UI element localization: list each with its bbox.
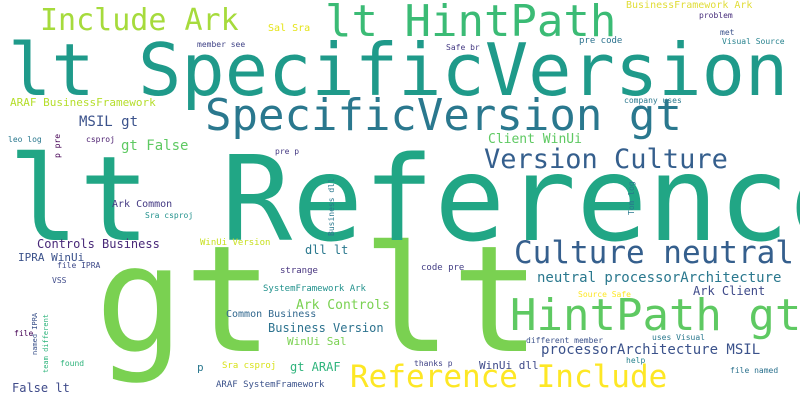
word: Visual Source (722, 37, 785, 46)
word: HintPath gt (510, 290, 800, 341)
word: lt Reference (8, 130, 800, 268)
word: Source Safe (578, 290, 631, 299)
word: BusinessFramework Ark (626, 0, 753, 11)
word: Client WinUi (488, 132, 582, 147)
word: code pre (421, 263, 465, 273)
word: IPRA WinUi (18, 251, 85, 264)
word: VSS (52, 276, 67, 285)
word: team different (42, 313, 50, 373)
word: company uses (624, 96, 682, 105)
word: SpecificVersion gt (205, 90, 682, 141)
word: gt ARAF (290, 360, 341, 374)
word: dll lt (305, 243, 349, 257)
word: Tom log (627, 181, 636, 215)
word: Reference Include (350, 359, 668, 395)
word: Ark Client (693, 284, 766, 298)
word: Sra csproj (222, 361, 277, 371)
word: Include Ark (40, 3, 239, 38)
word: ARAF SystemFramework (216, 380, 325, 390)
word: WinUi dll (479, 359, 539, 372)
word: neutral processorArchitecture (537, 270, 782, 286)
word: Ark Common (112, 199, 173, 210)
word: found (60, 359, 85, 368)
word: Version Culture (484, 144, 728, 175)
word: file (14, 329, 34, 338)
word: lt HintPath (325, 0, 617, 47)
word: file named (730, 366, 779, 375)
word: SystemFramework Ark (263, 284, 366, 294)
word: Culture neutral (514, 235, 794, 271)
word: strange (280, 266, 318, 276)
word: csproj (86, 135, 115, 144)
word: Common Business (226, 309, 317, 320)
word: Business Version (268, 321, 384, 335)
word: p (197, 361, 204, 374)
word: pre p (275, 147, 300, 156)
word: thanks p (414, 359, 453, 368)
word: WinUi Sal (287, 335, 347, 348)
word: Controls Business (37, 237, 160, 251)
word: gt False (121, 138, 189, 154)
word: Sra csproj (145, 211, 194, 220)
word: p pre (53, 133, 62, 158)
word: met (720, 28, 735, 37)
word: pre code (579, 36, 623, 46)
word: Ark Controls (296, 298, 390, 313)
word: problem (699, 11, 733, 20)
word: file IPRA (57, 261, 101, 270)
word: processorArchitecture MSIL (541, 342, 761, 358)
word: different member (526, 336, 604, 345)
word: WinUi Version (200, 238, 271, 248)
word: uses Visual (652, 333, 705, 342)
word: named IPRA (31, 312, 39, 355)
word: help (626, 356, 646, 365)
word: gt lt (95, 214, 541, 386)
word: member see (197, 40, 246, 49)
word: ARAF BusinessFramework (10, 96, 156, 109)
word: Safe br (446, 43, 480, 52)
word: Sal Sra (268, 23, 311, 34)
word: False lt (12, 381, 70, 395)
word: Business dll (327, 178, 336, 236)
word: MSIL gt (79, 114, 139, 130)
word: lt SpecificVersion (8, 28, 789, 112)
word: leo log (8, 135, 42, 144)
